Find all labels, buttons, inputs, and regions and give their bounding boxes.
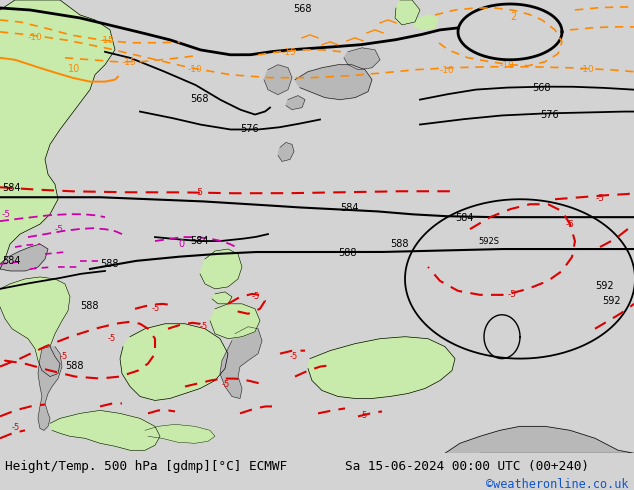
Text: 568: 568 — [190, 94, 209, 103]
Polygon shape — [414, 15, 438, 30]
Polygon shape — [295, 65, 372, 99]
Text: -5: -5 — [60, 352, 68, 361]
Text: Height/Temp. 500 hPa [gdmp][°C] ECMWF: Height/Temp. 500 hPa [gdmp][°C] ECMWF — [5, 460, 287, 473]
Text: -15: -15 — [282, 48, 297, 57]
Text: -5: -5 — [55, 225, 64, 234]
Text: Sa 15-06-2024 00:00 UTC (00+240): Sa 15-06-2024 00:00 UTC (00+240) — [345, 460, 589, 473]
Text: -5: -5 — [222, 380, 230, 389]
Text: 0: 0 — [178, 239, 184, 249]
Text: 576: 576 — [540, 110, 559, 120]
Text: -10: -10 — [28, 33, 42, 42]
Polygon shape — [344, 48, 380, 70]
Text: 576: 576 — [240, 124, 259, 134]
Text: -5: -5 — [596, 194, 605, 203]
Polygon shape — [200, 249, 242, 289]
Text: 584: 584 — [340, 203, 358, 213]
Text: -10: -10 — [500, 61, 515, 70]
Text: -5: -5 — [290, 352, 298, 361]
Text: 584: 584 — [2, 183, 20, 193]
Polygon shape — [308, 337, 455, 398]
Text: 2: 2 — [510, 12, 516, 22]
Text: -10: -10 — [188, 65, 203, 74]
Text: 10: 10 — [68, 64, 81, 74]
Text: -5: -5 — [360, 412, 368, 420]
Text: -5: -5 — [152, 304, 160, 313]
Polygon shape — [212, 292, 232, 304]
Text: 568: 568 — [293, 4, 311, 14]
Text: -10: -10 — [440, 66, 455, 74]
Text: 592S: 592S — [478, 237, 499, 246]
Polygon shape — [395, 0, 420, 25]
Polygon shape — [50, 411, 160, 450]
Text: 584: 584 — [455, 213, 474, 223]
Polygon shape — [38, 346, 62, 430]
Text: -15: -15 — [122, 58, 137, 67]
Polygon shape — [0, 277, 70, 376]
Text: 584: 584 — [2, 256, 20, 266]
Text: -15: -15 — [100, 36, 115, 45]
Polygon shape — [120, 324, 228, 400]
Polygon shape — [220, 327, 262, 398]
Text: -5: -5 — [200, 322, 208, 331]
Text: -5: -5 — [2, 210, 11, 219]
Polygon shape — [210, 304, 260, 339]
Text: 568: 568 — [532, 83, 550, 93]
Text: 588: 588 — [65, 361, 84, 370]
Polygon shape — [0, 244, 48, 271]
Text: -5: -5 — [566, 220, 575, 229]
Polygon shape — [145, 424, 215, 443]
Polygon shape — [278, 143, 294, 161]
Text: -5: -5 — [12, 423, 20, 432]
Text: 588: 588 — [390, 239, 408, 249]
Text: -5: -5 — [252, 292, 260, 301]
Text: -5: -5 — [508, 290, 517, 299]
Text: 584: 584 — [190, 236, 209, 246]
Text: 588: 588 — [338, 248, 356, 258]
Text: -10: -10 — [580, 65, 595, 74]
Text: -5: -5 — [195, 188, 204, 197]
Polygon shape — [445, 426, 634, 453]
Polygon shape — [264, 65, 292, 95]
Polygon shape — [0, 0, 115, 269]
Text: 592: 592 — [602, 296, 621, 306]
Text: 592: 592 — [595, 281, 614, 291]
Text: -5: -5 — [108, 334, 116, 343]
Text: ©weatheronline.co.uk: ©weatheronline.co.uk — [486, 478, 629, 490]
Text: 588: 588 — [100, 259, 119, 269]
Text: 588: 588 — [80, 301, 98, 311]
Polygon shape — [286, 96, 305, 110]
